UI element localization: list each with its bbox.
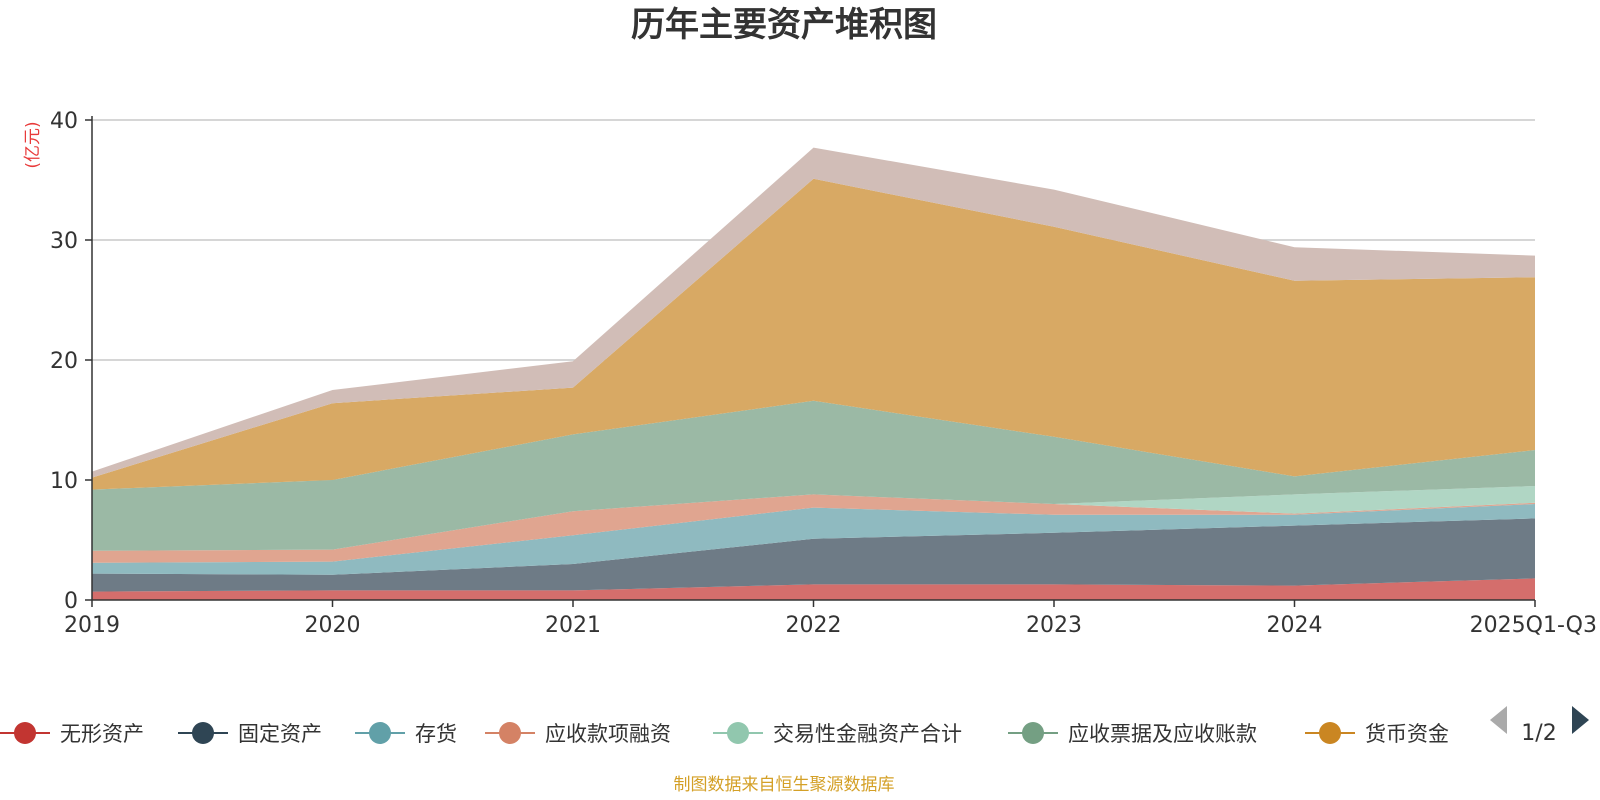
y-tick-label: 20 <box>50 349 78 374</box>
area-series-5[interactable] <box>92 400 1535 551</box>
legend-marker-icon <box>369 722 391 744</box>
legend-marker-icon <box>1022 722 1044 744</box>
x-tick-label: 2025Q1-Q3 <box>1470 613 1597 638</box>
legend-pager: 1/2 <box>1490 706 1589 746</box>
area-series-7[interactable] <box>92 147 1535 478</box>
x-tick-label: 2020 <box>305 613 361 638</box>
area-series-0[interactable] <box>92 578 1535 600</box>
area-series-layer <box>92 147 1535 600</box>
legend-marker-icon <box>727 722 749 744</box>
legend-marker-icon <box>499 722 521 744</box>
legend-marker-icon <box>1319 722 1341 744</box>
legend-item[interactable]: 交易性金融资产合计 <box>713 722 962 746</box>
y-tick-label: 10 <box>50 469 78 494</box>
legend-item[interactable]: 无形资产 <box>0 722 144 746</box>
legend-marker-icon <box>14 722 36 744</box>
axes: 2019 2020 2021 2022 2023 2024 2025Q1-Q3 <box>64 116 1597 638</box>
legend-label: 交易性金融资产合计 <box>773 722 962 746</box>
legend-item[interactable]: 货币资金 <box>1305 722 1449 746</box>
x-tick-label: 2023 <box>1026 613 1082 638</box>
area-series-3[interactable] <box>92 494 1535 563</box>
x-tick-label: 2021 <box>545 613 601 638</box>
legend-label: 固定资产 <box>238 722 322 746</box>
area-series-4[interactable] <box>92 486 1535 551</box>
legend-prev-page-icon[interactable] <box>1490 706 1507 734</box>
area-series-1[interactable] <box>92 518 1535 592</box>
legend-label: 货币资金 <box>1365 722 1449 746</box>
y-tick-label: 40 <box>50 109 78 134</box>
legend-item[interactable]: 应收款项融资 <box>485 722 671 746</box>
legend-item[interactable]: 存货 <box>355 722 457 746</box>
chart-title: 历年主要资产堆积图 <box>631 5 937 45</box>
x-tick-label: 2024 <box>1267 613 1323 638</box>
legend-marker-icon <box>192 722 214 744</box>
y-tick-label: 0 <box>64 589 78 614</box>
legend-label: 无形资产 <box>60 722 144 746</box>
legend-next-page-icon[interactable] <box>1572 706 1589 734</box>
y-tick-label: 30 <box>50 229 78 254</box>
legend-label: 应收款项融资 <box>545 722 671 746</box>
area-series-6[interactable] <box>92 178 1535 490</box>
legend-label: 存货 <box>415 722 457 746</box>
data-source-note: 制图数据来自恒生聚源数据库 <box>674 775 895 795</box>
legend-item[interactable]: 应收票据及应收账款 <box>1008 722 1257 746</box>
legend-item[interactable]: 固定资产 <box>178 722 322 746</box>
x-tick-label: 2022 <box>786 613 842 638</box>
legend-page-indicator: 1/2 <box>1521 721 1556 746</box>
legend-label: 应收票据及应收账款 <box>1068 722 1257 746</box>
area-series-2[interactable] <box>92 504 1535 575</box>
x-tick-label: 2019 <box>64 613 120 638</box>
legend: 无形资产 固定资产 存货 应收款项融资 交易性金融资产合计 应收票据及应收账款 货币资金 <box>0 722 1449 746</box>
y-axis-unit-label: (亿元) <box>23 121 43 168</box>
